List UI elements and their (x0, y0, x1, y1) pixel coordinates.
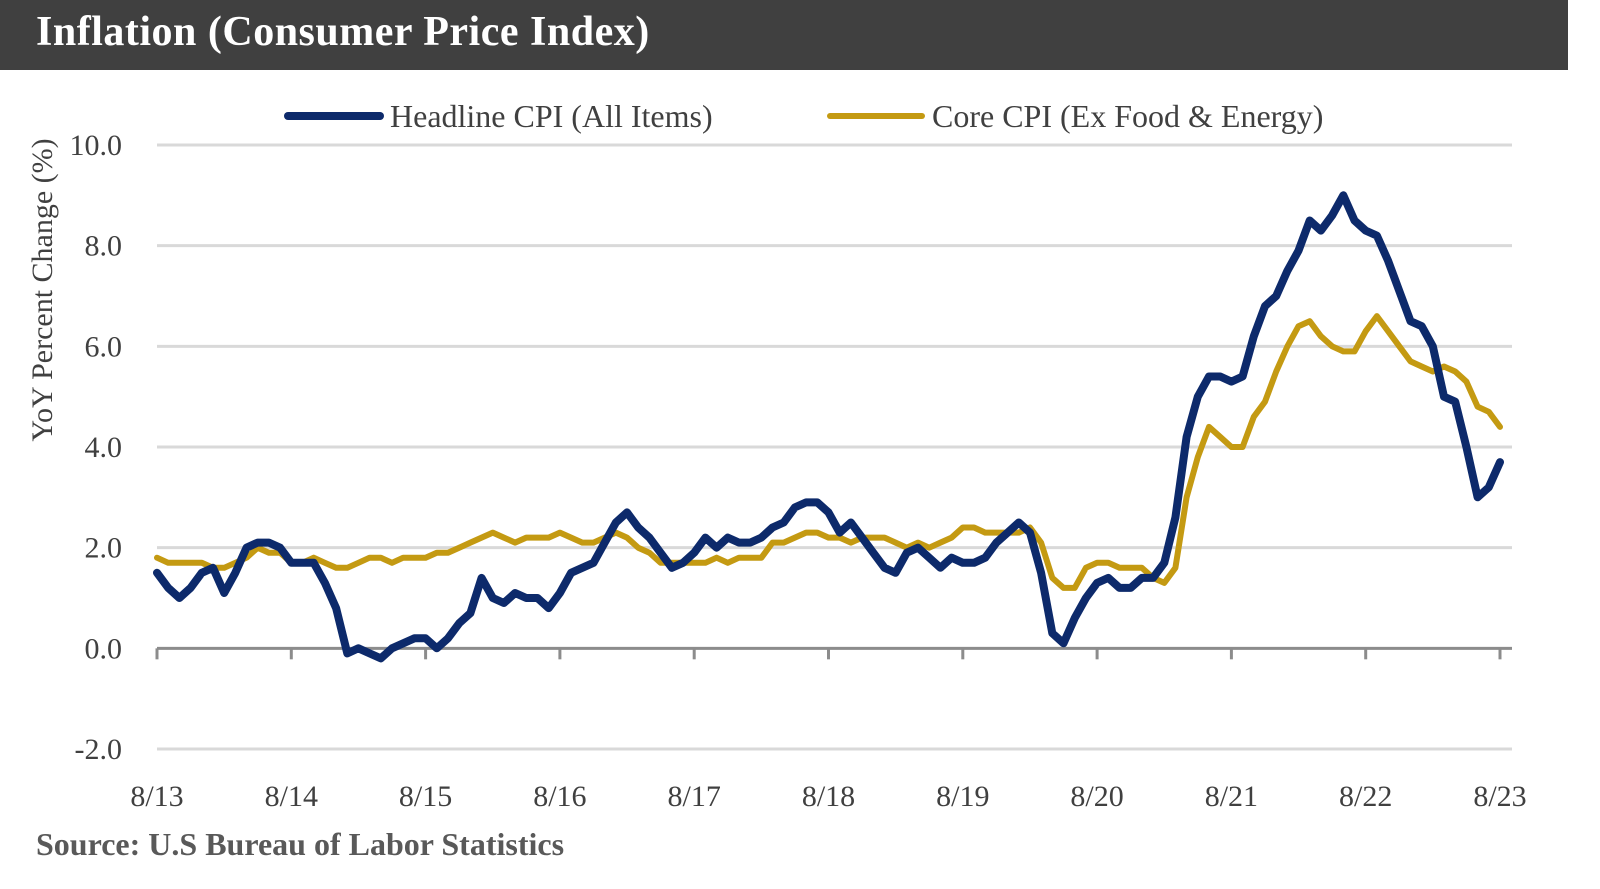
title-bar: Inflation (Consumer Price Index) (0, 0, 1568, 70)
y-tick-labels: -2.0 0.0 2.0 4.0 6.0 8.0 10.0 (70, 129, 123, 766)
source-note: Source: U.S Bureau of Labor Statistics (36, 826, 565, 862)
gridlines (157, 143, 1512, 751)
legend: Headline CPI (All Items) Core CPI (Ex Fo… (284, 98, 1323, 134)
x-tick-labels: 8/13 8/14 8/15 8/16 8/17 8/18 8/19 8/20 8/21 8/22… (130, 780, 1526, 813)
x-tick-label: 8/18 (802, 780, 855, 813)
x-tick-label: 8/21 (1205, 780, 1258, 813)
legend-label-core: Core CPI (Ex Food & Energy) (932, 98, 1323, 134)
y-tick-label: 2.0 (85, 532, 123, 565)
x-tick-label: 8/20 (1070, 780, 1123, 813)
y-tick-label: 4.0 (85, 431, 123, 464)
y-tick-label: 6.0 (85, 330, 123, 363)
x-tick-label: 8/14 (265, 780, 318, 813)
y-tick-label: 8.0 (85, 230, 123, 263)
x-axis (155, 646, 1512, 660)
x-tick-label: 8/23 (1473, 780, 1526, 813)
x-tick-label: 8/22 (1339, 780, 1392, 813)
x-tick-label: 8/15 (399, 780, 452, 813)
x-tick-label: 8/17 (668, 780, 721, 813)
x-tick-label: 8/13 (130, 780, 183, 813)
headline-cpi-line (153, 191, 1504, 663)
core-cpi-line (154, 313, 1503, 591)
y-tick-label: 10.0 (70, 129, 123, 162)
legend-label-headline: Headline CPI (All Items) (390, 98, 713, 134)
x-tick-label: 8/16 (533, 780, 586, 813)
y-tick-label: -2.0 (75, 733, 123, 766)
x-tick-label: 8/19 (936, 780, 989, 813)
series-lines (153, 191, 1504, 663)
chart-title: Inflation (Consumer Price Index) (36, 9, 650, 55)
y-axis-label: YoY Percent Change (%) (26, 138, 59, 441)
y-tick-label: 0.0 (85, 632, 123, 665)
